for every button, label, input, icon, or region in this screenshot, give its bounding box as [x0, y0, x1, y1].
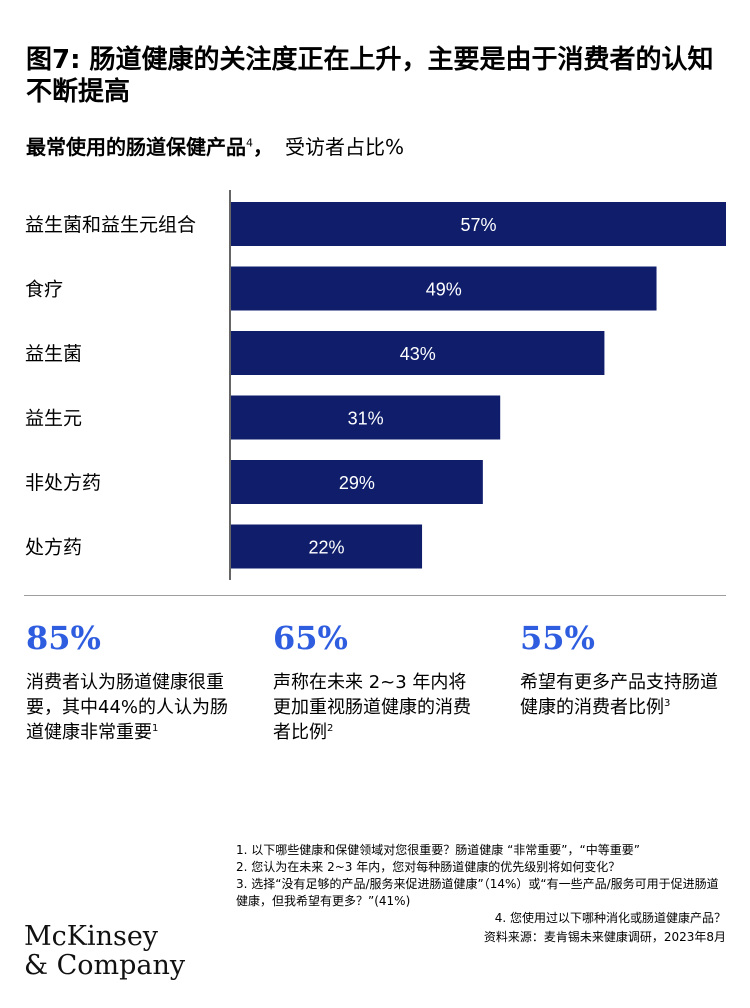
- category-label: 益生元: [25, 408, 82, 430]
- bar-value-label: 31%: [348, 409, 384, 429]
- bar: [231, 266, 657, 311]
- subtitle-footnote-mark: 4: [246, 136, 253, 150]
- stat-text-2: 声称在未来 2~3 年内将更加重视肠道健康的消费者比例: [273, 672, 471, 743]
- logo-line-1: McKinsey: [24, 921, 159, 952]
- page-title: 图7: 肠道健康的关注度正在上升，主要是由于消费者的认知不断提高: [26, 45, 714, 107]
- stat-block-3: 55% 希望有更多产品支持肠道健康的消费者比例3: [520, 618, 720, 720]
- stat-block-2: 65% 声称在未来 2~3 年内将更加重视肠道健康的消费者比例2: [273, 618, 483, 745]
- subtitle-unit: 受访者占比%: [285, 135, 405, 159]
- stat-value-2: 65%: [273, 619, 348, 657]
- footnote-3: 3. 选择“没有足够的产品/服务来促进肠道健康”（14%）或“有一些产品/服务可…: [236, 877, 719, 908]
- stat-footnote-2: 2: [327, 723, 334, 734]
- stat-value-1: 85%: [26, 619, 101, 657]
- footnote-1: 1. 以下哪些健康和保健领域对您很重要？肠道健康 “非常重要”，“中等重要”: [236, 843, 640, 857]
- category-label: 益生菌: [25, 343, 82, 365]
- category-label: 益生菌和益生元组合: [25, 214, 196, 236]
- subtitle-main: 最常使用的肠道保健产品: [26, 135, 246, 159]
- category-label: 食疗: [25, 279, 63, 301]
- mckinsey-logo: McKinsey & Company: [24, 922, 185, 980]
- section-divider: [24, 595, 726, 596]
- stat-value-3: 55%: [520, 619, 595, 657]
- stat-desc-1: 消费者认为肠道健康很重要，其中44%的人认为肠道健康非常重要1: [26, 670, 236, 745]
- stat-text-3: 希望有更多产品支持肠道健康的消费者比例: [520, 672, 718, 718]
- bar-value-label: 22%: [309, 538, 345, 558]
- stat-desc-2: 声称在未来 2~3 年内将更加重视肠道健康的消费者比例2: [273, 670, 483, 745]
- stat-text-1: 消费者认为肠道健康很重要，其中44%的人认为肠道健康非常重要: [26, 672, 229, 743]
- footnote-4: 4. 您使用过以下哪种消化或肠道健康产品？: [494, 911, 726, 925]
- source-line: 资料来源：麦肯锡未来健康调研，2023年8月: [483, 930, 726, 944]
- subtitle-suffix: ，: [253, 135, 273, 159]
- stat-footnote-1: 1: [152, 723, 159, 734]
- stat-block-1: 85% 消费者认为肠道健康很重要，其中44%的人认为肠道健康非常重要1: [26, 618, 236, 745]
- bar-value-label: 29%: [339, 473, 375, 493]
- bar: [231, 460, 483, 504]
- bar: [231, 202, 726, 246]
- category-label: 非处方药: [25, 472, 101, 494]
- category-label: 处方药: [25, 537, 82, 559]
- bar: [231, 331, 605, 375]
- bar: [231, 524, 423, 569]
- footnotes: 1. 以下哪些健康和保健领域对您很重要？肠道健康 “非常重要”，“中等重要” 2…: [236, 842, 726, 946]
- stat-footnote-3: 3: [664, 698, 671, 709]
- bar: [231, 395, 501, 440]
- bar-value-label: 43%: [400, 344, 436, 364]
- stat-desc-3: 希望有更多产品支持肠道健康的消费者比例3: [520, 670, 720, 720]
- chart-subtitle: 最常使用的肠道保健产品4， 受访者占比%: [26, 133, 404, 161]
- bar-chart: 益生菌和益生元组合 57% 食疗 49% 益生菌 43% 益生元 31% 非处方药 29% 处方药 2…: [25, 190, 726, 580]
- footnote-2: 2. 您认为在未来 2~3 年内，您对每种肠道健康的优先级别将如何变化？: [236, 860, 621, 874]
- logo-line-2: & Company: [24, 950, 186, 981]
- bar-value-label: 49%: [426, 280, 462, 300]
- bar-value-label: 57%: [460, 215, 496, 235]
